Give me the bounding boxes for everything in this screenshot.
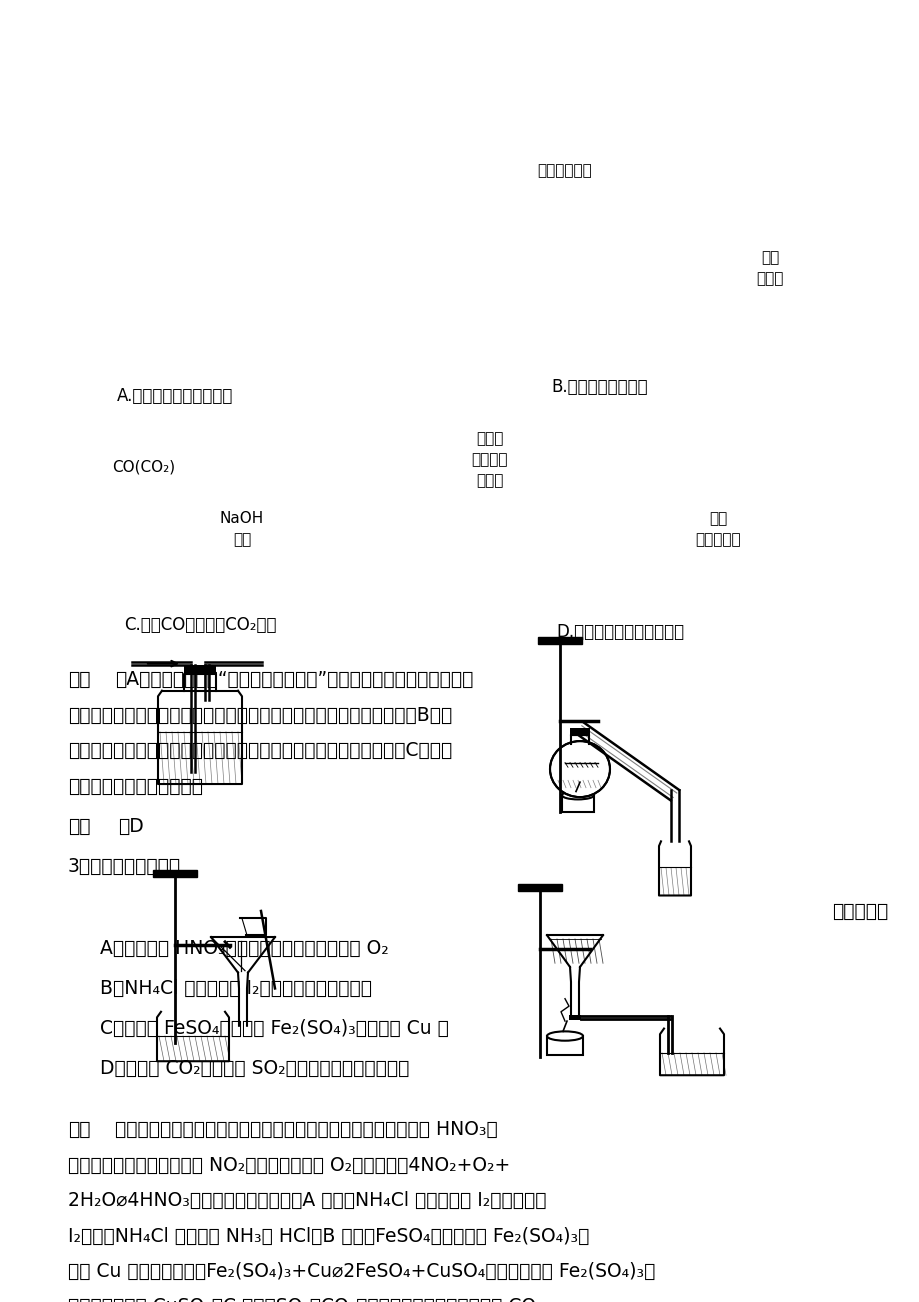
Bar (562, 796, 594, 812)
Bar (570, 728, 589, 736)
Text: C.除去CO气体中的CO₂气体: C.除去CO气体中的CO₂气体 (124, 616, 276, 634)
Bar (517, 884, 562, 892)
Text: 解析: 解析 (68, 671, 90, 689)
Text: 但引入了新杂质 CuSO₄，C 错误；SO₂、CO₂均能与澄清石灰水反应，除去 CO₂: 但引入了新杂质 CuSO₄，C 错误；SO₂、CO₂均能与澄清石灰水反应，除去 … (68, 1297, 543, 1302)
Text: 2H₂O⌀4HNO₃，从而可以除去黄色，A 正确；NH₄Cl 固体中混有 I₂，加热时，: 2H₂O⌀4HNO₃，从而可以除去黄色，A 正确；NH₄Cl 固体中混有 I₂，… (68, 1191, 546, 1210)
Text: D.乙酸乙酯的制备演示实验: D.乙酸乙酯的制备演示实验 (555, 624, 684, 642)
Text: 黄色是由于确酸分解生成的 NO₂溶解导致，通入 O₂发生反应：4NO₂+O₂+: 黄色是由于确酸分解生成的 NO₂溶解导致，通入 O₂发生反应：4NO₂+O₂+ (68, 1155, 510, 1174)
Bar (538, 637, 582, 644)
Text: 合气体应长进短出，错误。: 合气体应长进短出，错误。 (68, 776, 203, 796)
Text: B．NH₄Cl 固体中混有 I₂，可用加热的方法除去: B．NH₄Cl 固体中混有 I₂，可用加热的方法除去 (100, 979, 371, 999)
Text: B.碳酸氢钓受热分解: B.碳酸氢钓受热分解 (551, 378, 648, 396)
Text: A.除去粗盐溶液中不溶物: A.除去粗盐溶液中不溶物 (117, 388, 233, 405)
Text: C．为除去 FeSO₄溶液中的 Fe₂(SO₄)₃，可加入 Cu 粉: C．为除去 FeSO₄溶液中的 Fe₂(SO₄)₃，可加入 Cu 粉 (100, 1019, 448, 1038)
Text: NaOH
溶液: NaOH 溶液 (220, 512, 264, 547)
Text: I₂升华，NH₄Cl 也分解为 NH₃和 HCl，B 错误；FeSO₄溶液中混有 Fe₂(SO₄)₃，: I₂升华，NH₄Cl 也分解为 NH₃和 HCl，B 错误；FeSO₄溶液中混有… (68, 1226, 589, 1246)
Text: 解析: 解析 (68, 1120, 90, 1139)
Bar (153, 870, 197, 878)
Bar (568, 1014, 581, 1021)
Text: 该题主要考查了用化学方法分离、提纯物质的方法。久置的浓 HNO₃呈: 该题主要考查了用化学方法分离、提纯物质的方法。久置的浓 HNO₃呈 (115, 1120, 497, 1139)
Ellipse shape (562, 792, 594, 799)
Ellipse shape (547, 1031, 583, 1040)
Text: 3．下列说法正确的是: 3．下列说法正确的是 (68, 857, 181, 876)
Text: 澄清
石灰水: 澄清 石灰水 (755, 250, 783, 286)
Text: A．久置的浓 HNO₃呈黄色，为除去黄色可通入 O₂: A．久置的浓 HNO₃呈黄色，为除去黄色可通入 O₂ (100, 939, 389, 958)
Text: 加热分解碳酸氢钓时，因为有水生成，试管口应稍向下倾斜，错误；C项，混: 加热分解碳酸氢钓时，因为有水生成，试管口应稍向下倾斜，错误；C项，混 (68, 741, 452, 760)
Text: D．为除去 CO₂中少量的 SO₂，可使其通过澄清石灰水: D．为除去 CO₂中少量的 SO₂，可使其通过澄清石灰水 (100, 1060, 409, 1078)
Text: 方，没有靠在三层滤纸上，且漏斗颈尖嘴一侧应紧贴烧杯内壁，错误；B项，: 方，没有靠在三层滤纸上，且漏斗颈尖嘴一侧应紧贴烧杯内壁，错误；B项， (68, 706, 452, 725)
Text: D: D (118, 816, 143, 836)
Text: 答案: 答案 (68, 816, 90, 836)
Bar (547, 1036, 583, 1055)
Text: 乙醇、
浓硫酸、
冰醒酸: 乙醇、 浓硫酸、 冰醒酸 (471, 431, 507, 488)
Circle shape (550, 741, 609, 797)
Text: 碳酸氢钓粉末: 碳酸氢钓粉末 (537, 163, 592, 178)
Bar (184, 665, 216, 674)
Text: A项，过滤时要求“一贴、二低、三靠”，该实验中玻璃棒悬在漏斗上: A项，过滤时要求“一贴、二低、三靠”，该实验中玻璃棒悬在漏斗上 (115, 671, 473, 689)
Text: 加入 Cu 粉，发生反应：Fe₂(SO₄)₃+Cu⌀2FeSO₄+CuSO₄，虽然除去了 Fe₂(SO₄)₃，: 加入 Cu 粉，发生反应：Fe₂(SO₄)₃+Cu⌀2FeSO₄+CuSO₄，虽… (68, 1262, 654, 1281)
Text: 饱和
碳酸钓溶液: 饱和 碳酸钓溶液 (695, 512, 740, 547)
Text: （　　）。: （ ）。 (831, 901, 887, 921)
Text: CO(CO₂): CO(CO₂) (112, 460, 175, 474)
